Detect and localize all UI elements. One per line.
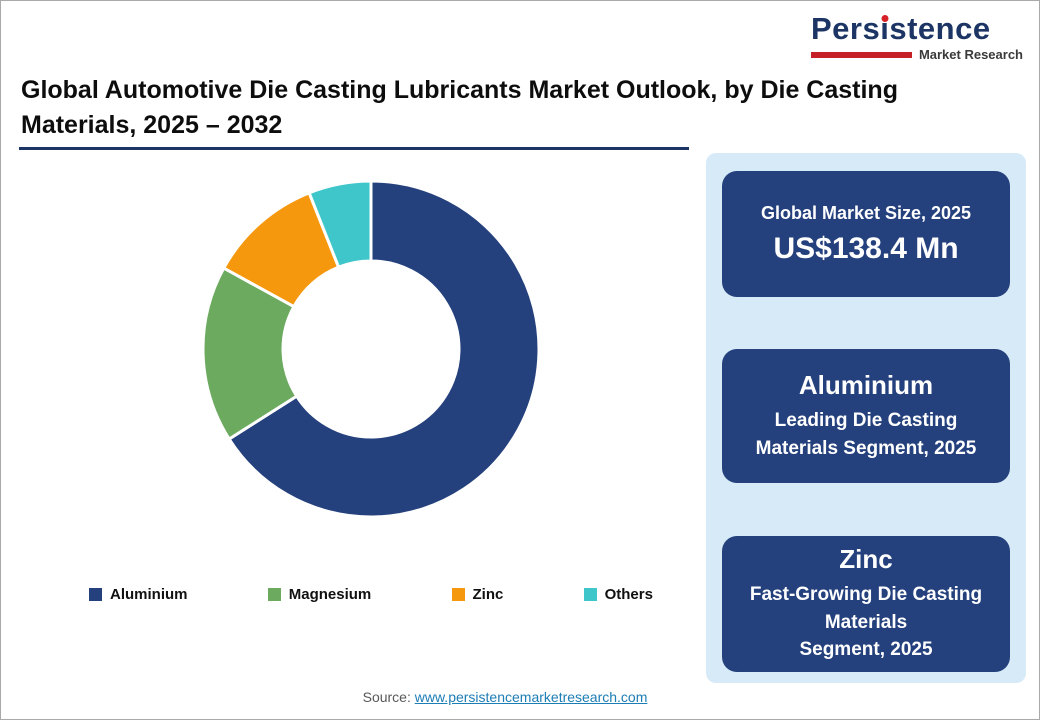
- fast-growing-segment-desc: Fast-Growing Die Casting Materials Segme…: [749, 584, 983, 661]
- donut-segment-others: [307, 179, 373, 270]
- brand-name-part: stence: [889, 11, 991, 46]
- brand-name-part: Pers: [811, 11, 881, 46]
- legend-swatch: [89, 588, 102, 601]
- leading-segment-desc: Leading Die Casting Materials Segment, 2…: [755, 409, 977, 459]
- legend-swatch: [583, 588, 597, 601]
- legend-label: Zinc: [472, 586, 504, 603]
- brand-red-bar: [811, 51, 912, 58]
- fast-growing-segment-card: Zinc Fast-Growing Die Casting Materials …: [722, 536, 1010, 672]
- title-underline: [19, 147, 689, 150]
- brand-logo: Persistence Market Research: [811, 13, 1023, 62]
- brand-name: Persistence: [811, 13, 1023, 44]
- market-size-card: Global Market Size, 2025 US$138.4 Mn: [722, 171, 1010, 297]
- legend-item-magnesium: Magnesium: [267, 586, 372, 603]
- donut-segment-aluminium: [227, 179, 541, 519]
- legend-label: Aluminium: [110, 586, 188, 603]
- donut-chart: [201, 179, 541, 519]
- brand-tagline: Market Research: [918, 47, 1023, 62]
- legend-label: Magnesium: [288, 586, 372, 603]
- market-size-value: US$138.4 Mn: [773, 231, 959, 265]
- brand-name-red-dot-i: i: [880, 11, 890, 46]
- source-link[interactable]: www.persistencemarketresearch.com: [414, 689, 648, 705]
- leading-segment-name: Aluminium: [798, 369, 934, 400]
- donut-chart-container: [195, 173, 547, 525]
- legend-item-others: Others: [583, 586, 653, 603]
- legend-item-zinc: Zinc: [451, 586, 504, 603]
- leading-segment-card: Aluminium Leading Die Casting Materials …: [722, 349, 1010, 483]
- legend-swatch: [451, 588, 465, 601]
- source-line: Source: www.persistencemarketresearch.co…: [1, 689, 1009, 705]
- market-size-label: Global Market Size, 2025: [760, 202, 972, 223]
- fast-growing-segment-name: Zinc: [839, 544, 893, 575]
- chart-legend: Aluminium Magnesium Zinc Others: [89, 586, 653, 603]
- source-label: Source:: [362, 689, 415, 705]
- legend-item-aluminium: Aluminium: [89, 586, 188, 603]
- highlights-panel: Global Market Size, 2025 US$138.4 Mn Alu…: [706, 153, 1026, 683]
- chart-title: Global Automotive Die Casting Lubricants…: [21, 76, 898, 139]
- legend-label: Others: [604, 586, 653, 603]
- legend-swatch: [267, 588, 281, 601]
